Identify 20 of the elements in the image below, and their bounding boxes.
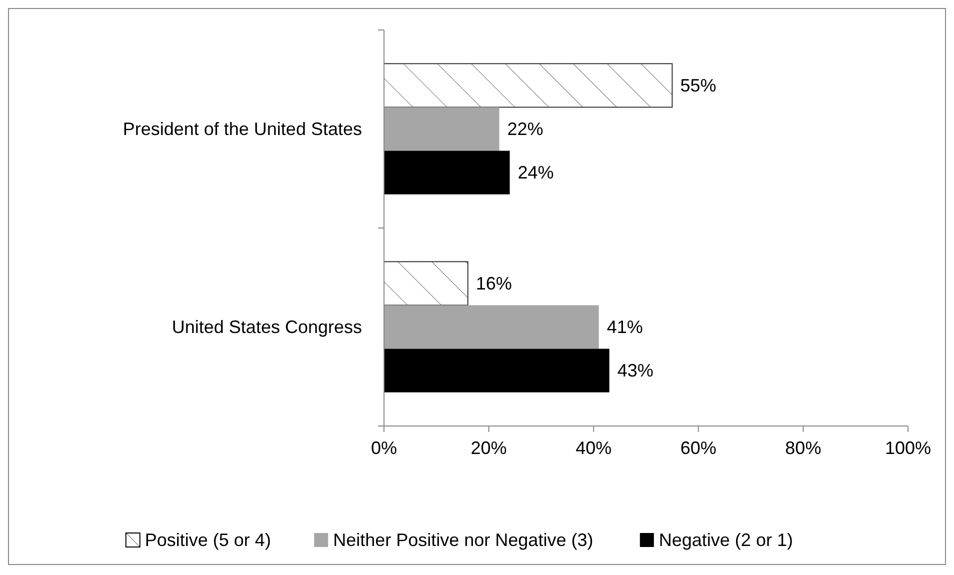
y-tick-label: United States Congress (172, 317, 362, 337)
data-label: 24% (518, 162, 554, 183)
x-tick-label: 40% (576, 438, 612, 458)
x-tick-label: 80% (785, 438, 822, 458)
data-label: 22% (507, 119, 544, 139)
x-tick-label: 0% (370, 438, 398, 458)
data-label: 41% (606, 317, 643, 337)
legend-label: Negative (2 or 1) (658, 530, 793, 550)
data-label: 16% (476, 273, 512, 294)
y-tick-label: President of the United States (122, 119, 362, 139)
data-label: 43% (617, 360, 654, 381)
bar (384, 348, 610, 392)
x-tick-label: 60% (680, 438, 716, 458)
x-tick-label: 20% (470, 438, 507, 458)
bar (384, 150, 510, 194)
data-label: 55% (680, 75, 716, 96)
legend-label: Positive (5 or 4) (144, 530, 271, 550)
bar (384, 305, 599, 349)
legend-label: Neither Positive nor Negative (3) (333, 530, 594, 550)
x-tick-label: 100% (884, 438, 932, 458)
